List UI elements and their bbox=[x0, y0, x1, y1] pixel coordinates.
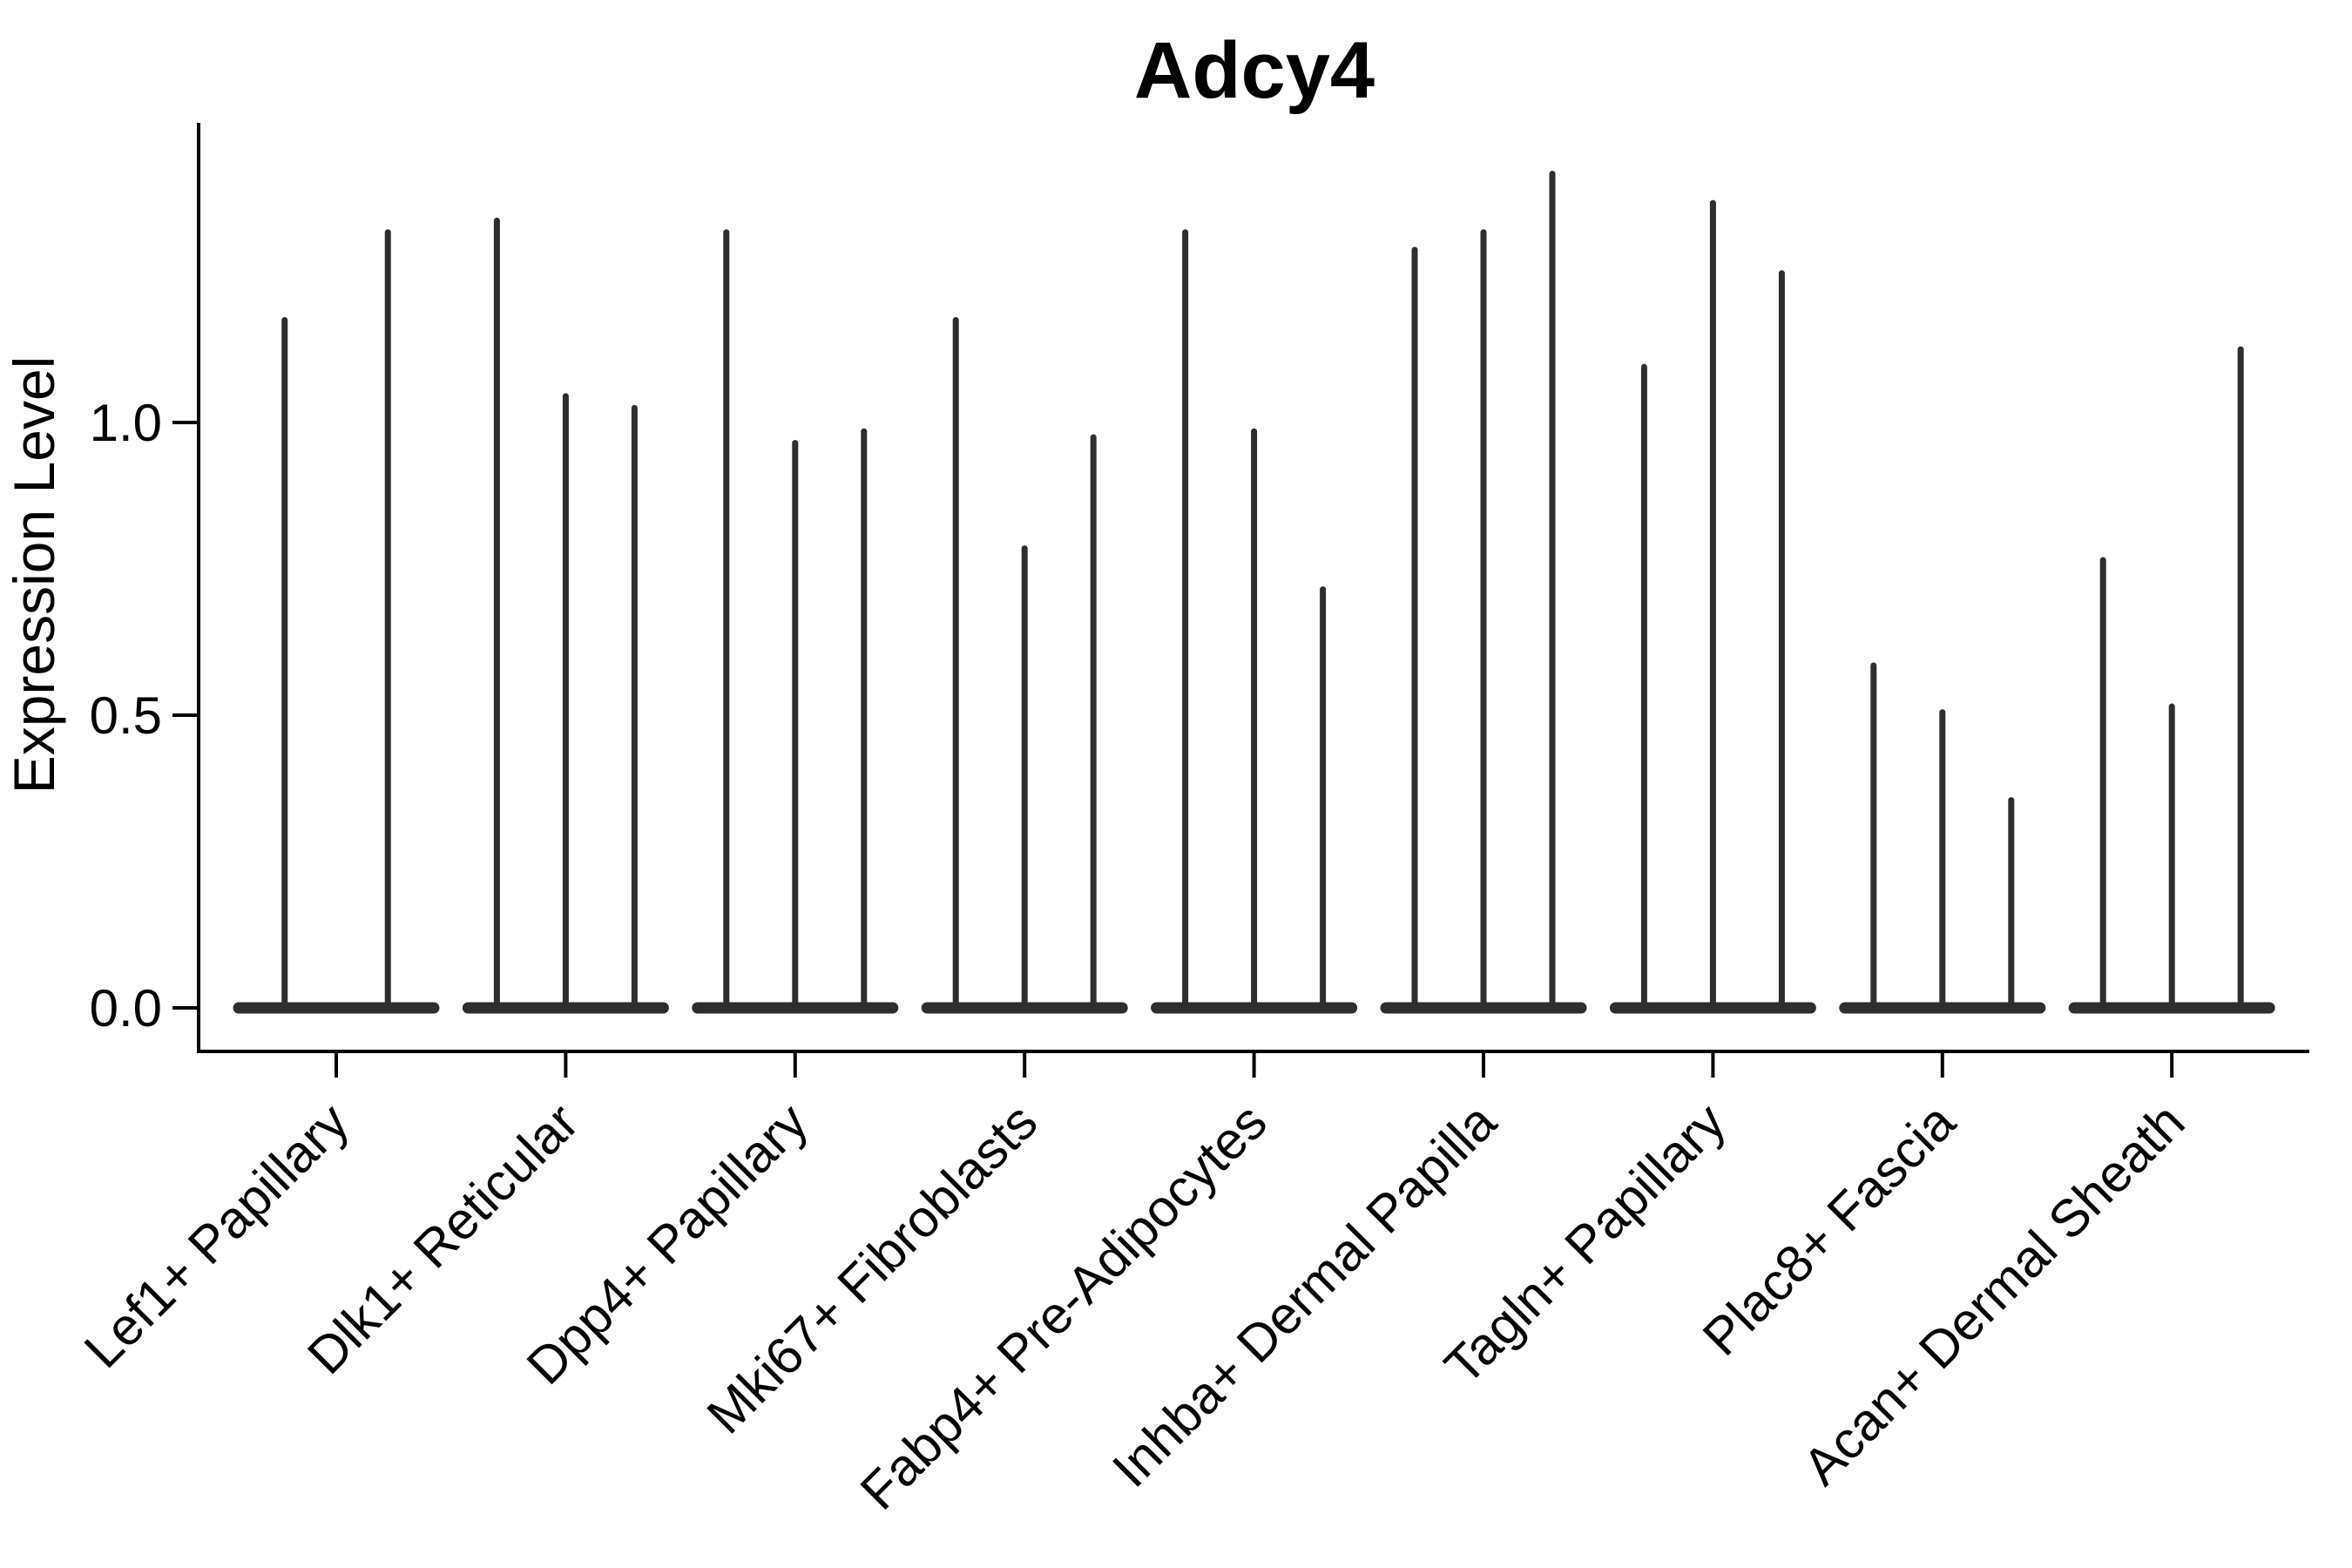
violin-spike bbox=[2008, 797, 2015, 1014]
violin-spike bbox=[631, 404, 638, 1014]
violin-group bbox=[1151, 229, 1358, 1014]
chart-title: Adcy4 bbox=[1134, 26, 1375, 115]
violin-group bbox=[692, 229, 899, 1014]
violin-spike bbox=[723, 229, 730, 1014]
violin-group bbox=[2068, 346, 2275, 1014]
violin-base bbox=[233, 1002, 440, 1014]
violin-spike bbox=[384, 229, 391, 1014]
y-tick-label: 0.5 bbox=[90, 686, 162, 745]
violin-spike bbox=[2099, 557, 2106, 1014]
y-axis-ticks: 1.0 0.5 0.0 bbox=[90, 394, 199, 1037]
violin-spike bbox=[281, 317, 288, 1014]
violin-spike bbox=[1182, 229, 1189, 1014]
y-tick-label: 0.0 bbox=[90, 979, 162, 1037]
y-tick-label: 1.0 bbox=[90, 394, 162, 452]
violins-layer bbox=[233, 171, 2275, 1014]
violin-spike bbox=[1251, 428, 1258, 1014]
violin-group bbox=[462, 217, 669, 1014]
violin-spike bbox=[861, 428, 868, 1014]
violin-spike bbox=[2168, 703, 2175, 1014]
violin-spike bbox=[2237, 346, 2244, 1014]
violin-spike bbox=[1709, 199, 1716, 1014]
violin-spike bbox=[1870, 662, 1877, 1014]
violin-spike bbox=[1778, 270, 1785, 1014]
violin-spike bbox=[493, 217, 500, 1014]
violin-spike bbox=[1939, 709, 1946, 1014]
violin-spike bbox=[1411, 247, 1418, 1014]
violin-spike bbox=[952, 317, 959, 1014]
violin-spike bbox=[1549, 171, 1556, 1014]
violin-spike bbox=[1480, 229, 1487, 1014]
x-tick-label: Acan+ Dermal Sheath bbox=[1792, 1092, 2196, 1497]
violin-spike bbox=[1640, 363, 1647, 1014]
violin-group bbox=[1380, 171, 1587, 1014]
violin-group bbox=[921, 317, 1128, 1014]
violin-group bbox=[233, 229, 440, 1014]
violin-group bbox=[1609, 199, 1816, 1014]
violin-spike bbox=[792, 440, 799, 1014]
violin-spike bbox=[1021, 545, 1028, 1014]
violin-spike bbox=[1320, 586, 1327, 1014]
x-tick-label: Inhba+ Dermal Papilla bbox=[1101, 1092, 1507, 1497]
violin-spike bbox=[1090, 434, 1097, 1014]
violin-spike bbox=[562, 393, 569, 1014]
violin-group bbox=[1839, 662, 2046, 1014]
y-axis-label: Expression Level bbox=[2, 356, 66, 794]
x-tick-label: Fabp4+ Pre-Adipocytes bbox=[849, 1092, 1278, 1521]
